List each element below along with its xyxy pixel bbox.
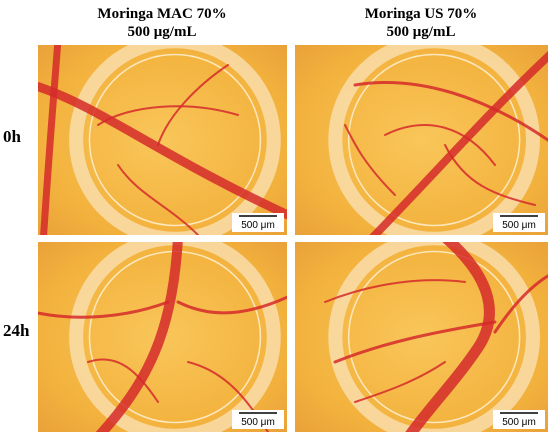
ring-edge: [347, 250, 521, 424]
scale-bar-box: [232, 213, 284, 232]
vessel: [369, 51, 548, 235]
ring: [69, 242, 281, 432]
scale-bar-box: [493, 213, 545, 232]
row-label: 0h: [3, 127, 22, 146]
vessel: [38, 81, 287, 220]
column-title: Moringa US 70%: [365, 6, 478, 22]
vessel: [97, 105, 239, 126]
vessel: [117, 164, 199, 235]
vessel: [405, 242, 495, 432]
vessel: [353, 81, 548, 143]
column-concentration: 500 μg/mL: [387, 24, 456, 40]
ring: [328, 45, 540, 235]
vessel: [354, 361, 446, 403]
vessel: [176, 295, 287, 315]
vessel: [333, 320, 497, 364]
micrograph: [38, 45, 287, 235]
column-concentration: 500 μg/mL: [128, 24, 197, 40]
ring: [328, 242, 540, 432]
micrograph: [295, 45, 548, 235]
vessel: [157, 64, 229, 146]
vessel: [344, 124, 396, 196]
vessel: [40, 45, 62, 235]
scale-bar-box: [232, 410, 284, 429]
scale-bar-label: 500 μm: [241, 417, 275, 428]
vessel: [38, 300, 170, 319]
vessel: [95, 242, 183, 432]
micrograph: [38, 242, 287, 432]
column-title: Moringa MAC 70%: [97, 6, 226, 22]
row-label: 24h: [3, 321, 30, 340]
scale-bar-label: 500 μm: [502, 417, 536, 428]
ring-edge: [347, 53, 521, 227]
ring: [69, 45, 281, 235]
vessel: [444, 144, 536, 206]
vessel: [384, 124, 496, 166]
vessel: [87, 358, 159, 403]
micrograph: [295, 242, 548, 432]
vessel: [324, 279, 466, 303]
scale-bar-label: 500 μm: [502, 220, 536, 231]
scale-bar-box: [493, 410, 545, 429]
ring-edge: [88, 53, 262, 227]
scale-bar-label: 500 μm: [241, 220, 275, 231]
vessel: [493, 274, 548, 334]
